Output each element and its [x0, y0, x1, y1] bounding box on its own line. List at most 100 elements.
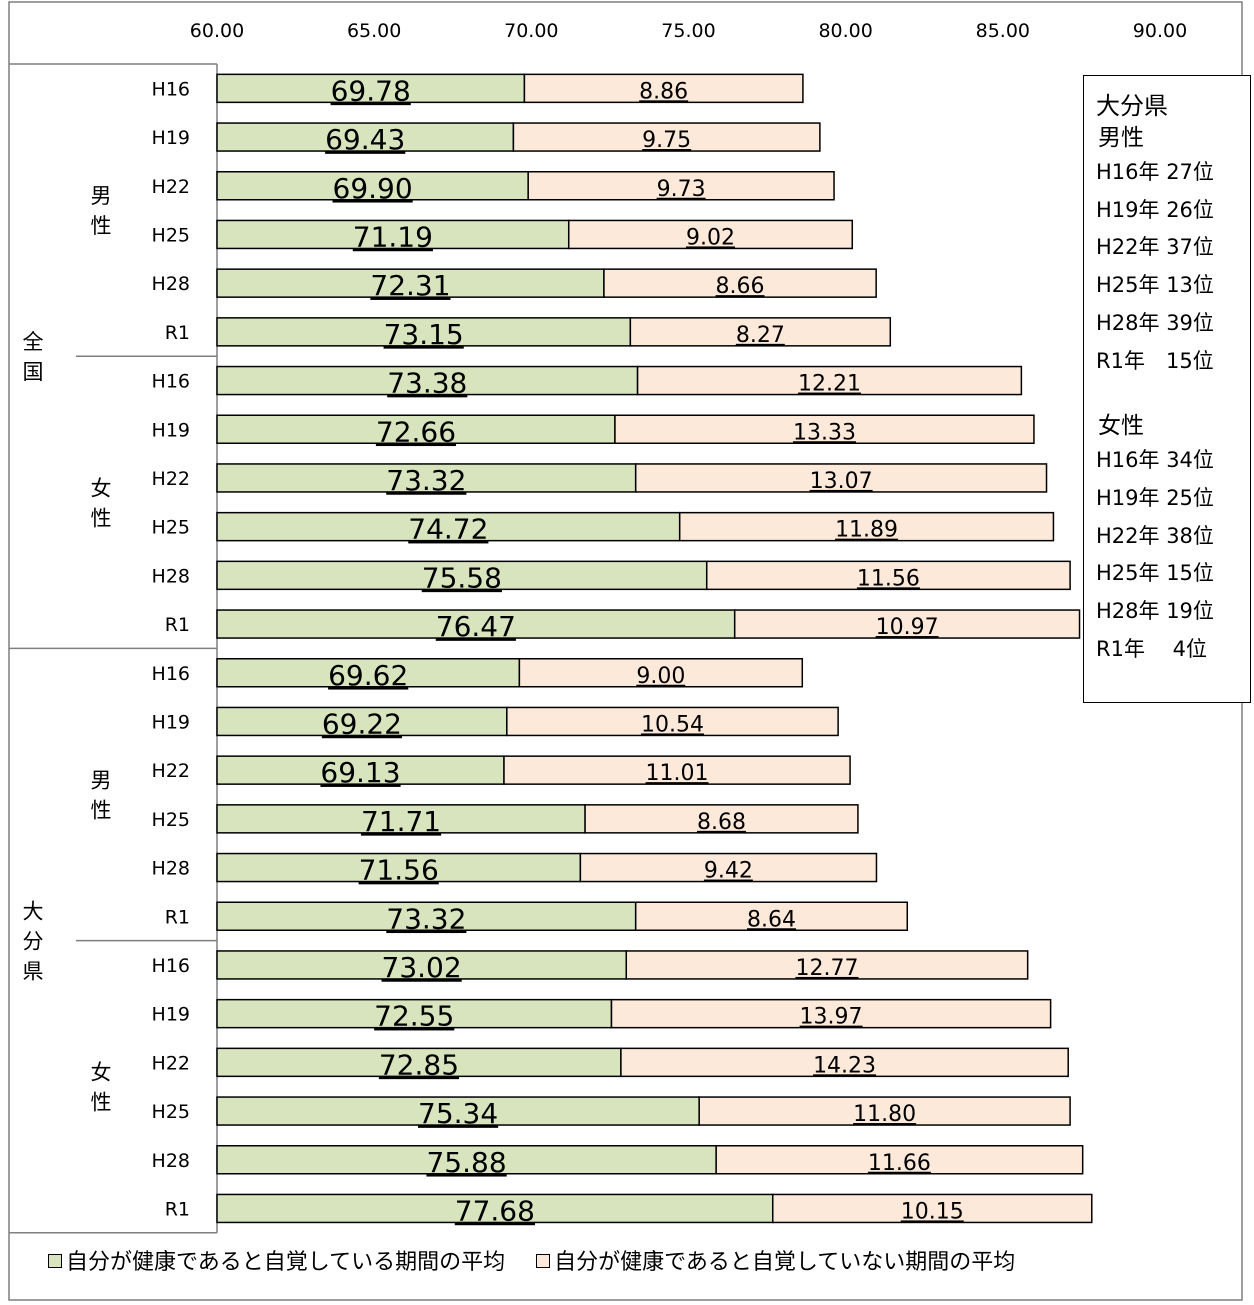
bar-healthy-label: 73.32 — [386, 902, 466, 935]
bar-healthy — [216, 268, 605, 298]
bar-healthy — [216, 219, 570, 250]
bar-unhealthy — [636, 365, 1023, 396]
rank-female-item: R1年 4位 — [1096, 636, 1207, 661]
row-label: H25 — [152, 517, 190, 539]
bar-unhealthy — [584, 804, 859, 834]
bar-healthy-label: 75.88 — [426, 1146, 506, 1179]
row-label: H25 — [152, 224, 190, 246]
bar-unhealthy — [614, 414, 1035, 444]
bar-healthy-label: 74.72 — [408, 513, 488, 546]
legend-item: 自分が健康であると自覚している期間の平均 — [48, 1250, 505, 1275]
row-label: R1 — [165, 906, 190, 928]
bar-healthy-label: 72.85 — [379, 1048, 459, 1081]
row-label: R1 — [165, 322, 190, 344]
bar-unhealthy — [678, 511, 1055, 542]
x-tick-label: 60.00 — [190, 20, 244, 42]
bar-healthy-label: 72.66 — [376, 415, 456, 448]
rank-box-male-label: 男性 — [1098, 125, 1144, 151]
bar-unhealthy-label: 11.89 — [835, 518, 898, 543]
x-tick-label: 85.00 — [976, 20, 1030, 42]
bar-unhealthy — [567, 219, 854, 250]
row-label: H16 — [152, 371, 190, 393]
bar-unhealthy — [506, 706, 839, 737]
bar-healthy — [216, 122, 515, 152]
subgroup-label: 性 — [91, 506, 112, 530]
bar-unhealthy — [771, 1193, 1093, 1224]
bar-healthy-label: 73.38 — [387, 367, 467, 400]
rank-male-item: H19年 26位 — [1096, 197, 1214, 222]
bar-unhealthy-label: 9.02 — [686, 225, 735, 250]
bar-healthy — [216, 998, 613, 1029]
bar-unhealthy-label: 10.97 — [876, 615, 939, 640]
bar-healthy-label: 73.32 — [386, 464, 466, 497]
bar-healthy-label: 69.22 — [322, 707, 402, 740]
group-label: 大 — [23, 900, 44, 924]
rank-female-item: H22年 38位 — [1096, 523, 1214, 548]
row-label: R1 — [165, 614, 190, 636]
bar-healthy-label: 71.56 — [359, 854, 439, 887]
bar-healthy — [216, 463, 637, 493]
subgroup-label: 性 — [91, 214, 112, 238]
row-label: H28 — [152, 273, 190, 295]
rank-box: 大分県 男性 H16年 27位 H19年 26位 H22年 37位 H25年 1… — [1083, 75, 1251, 703]
bar-unhealthy-label: 13.33 — [793, 420, 856, 445]
row-label: H22 — [152, 176, 190, 198]
legend-swatch — [48, 1254, 62, 1268]
row-label: H19 — [152, 711, 190, 733]
bar-healthy — [216, 755, 505, 785]
row-label: H19 — [152, 127, 190, 149]
x-tick-label: 70.00 — [504, 20, 558, 42]
bar-unhealthy — [603, 268, 877, 298]
bar-healthy-label: 69.62 — [328, 659, 408, 692]
bar-healthy-label: 69.90 — [333, 172, 413, 205]
bar-healthy-label: 72.55 — [374, 1000, 454, 1033]
bar-healthy — [216, 317, 632, 347]
bar-unhealthy — [527, 171, 835, 201]
bar-unhealthy — [610, 998, 1052, 1029]
group-label: 県 — [23, 960, 44, 984]
bar-healthy-label: 76.47 — [436, 610, 516, 643]
bar-healthy — [216, 852, 582, 883]
subgroup-label: 男 — [91, 184, 112, 208]
bar-unhealthy-label: 8.64 — [747, 907, 796, 932]
row-label: H22 — [152, 468, 190, 490]
bar-unhealthy-label: 8.27 — [736, 323, 785, 348]
legend-item: 自分が健康であると自覚していない期間の平均 — [536, 1250, 1015, 1275]
legend-swatch — [536, 1254, 551, 1268]
bar-unhealthy-label: 10.54 — [641, 712, 704, 737]
bar-healthy-label: 69.78 — [331, 74, 411, 107]
rank-male-item: R1年 15位 — [1096, 348, 1214, 373]
bar-unhealthy-label: 11.01 — [646, 761, 709, 786]
bar-healthy-label: 71.19 — [353, 220, 433, 253]
row-label: H22 — [152, 1052, 190, 1074]
bar-unhealthy-label: 8.66 — [716, 274, 765, 299]
bar-unhealthy-label: 11.56 — [857, 566, 920, 591]
group-label: 分 — [23, 930, 44, 954]
bar-unhealthy — [733, 609, 1081, 639]
bar-healthy — [216, 658, 521, 688]
legend: 自分が健康であると自覚している期間の平均 自分が健康であると自覚していない期間の… — [48, 1244, 1039, 1276]
bar-unhealthy-label: 11.66 — [868, 1151, 931, 1176]
rank-female-item: H16年 34位 — [1096, 448, 1214, 473]
subgroup-label: 性 — [91, 1091, 112, 1115]
bar-healthy — [216, 560, 708, 591]
bar-healthy — [216, 1096, 700, 1126]
rank-male-item: H25年 13位 — [1096, 273, 1214, 298]
row-label: H19 — [152, 419, 190, 441]
rank-female-item: H25年 15位 — [1096, 561, 1214, 586]
rank-box-female-label: 女性 — [1098, 413, 1144, 440]
group-label: 全 — [23, 330, 44, 354]
row-label: H25 — [152, 809, 190, 831]
bar-healthy-label: 73.15 — [384, 318, 464, 351]
bar-unhealthy — [503, 755, 851, 785]
bar-unhealthy-label: 13.97 — [800, 1005, 863, 1030]
bar-healthy-label: 75.58 — [422, 561, 502, 594]
bar-healthy — [216, 1193, 774, 1224]
bar-healthy — [216, 706, 508, 737]
row-label: H19 — [152, 1004, 190, 1026]
bar-healthy-label: 71.71 — [361, 805, 441, 838]
bar-unhealthy — [634, 901, 909, 931]
bar-unhealthy-label: 8.86 — [639, 79, 688, 104]
bar-unhealthy — [523, 73, 804, 104]
